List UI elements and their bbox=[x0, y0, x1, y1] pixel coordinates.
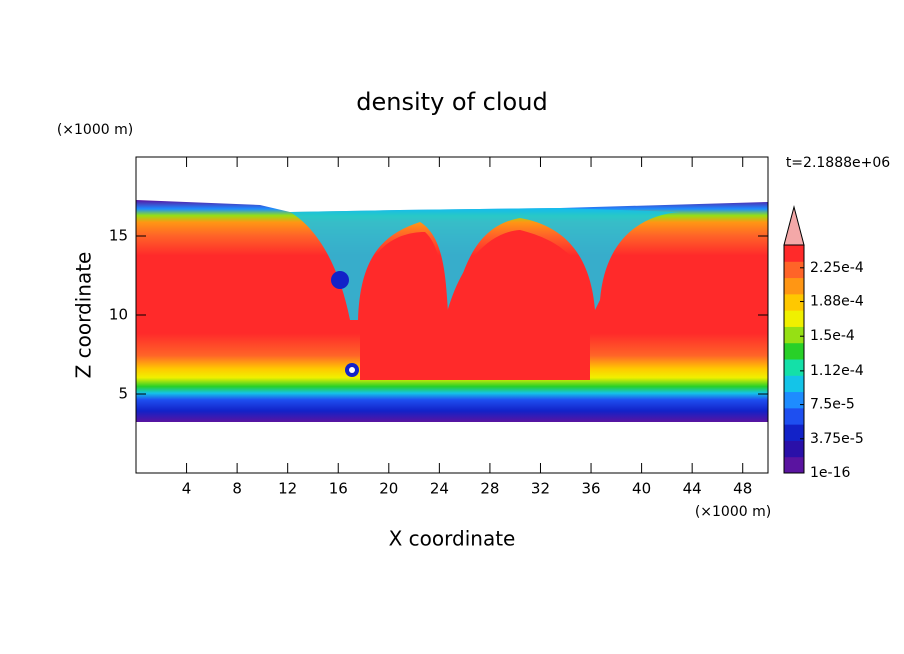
colorbar-over bbox=[783, 205, 805, 246]
x-tick-label: 8 bbox=[232, 480, 242, 498]
y-axis-label: Z coordinate bbox=[72, 252, 96, 379]
y-tick-label: 15 bbox=[109, 227, 128, 245]
x-tick-label: 16 bbox=[329, 480, 348, 498]
field bbox=[136, 200, 768, 422]
x-tick-label: 36 bbox=[581, 480, 600, 498]
colorbar-tick-label: 1e-16 bbox=[810, 465, 850, 481]
x-tick-label: 12 bbox=[278, 480, 297, 498]
colorbar-band bbox=[784, 424, 804, 441]
y-tick-label: 5 bbox=[118, 385, 128, 403]
x-tick-label: 48 bbox=[733, 480, 752, 498]
colorbar-tick-label: 1.88e-4 bbox=[810, 294, 864, 310]
chart-title: density of cloud bbox=[356, 88, 547, 116]
colorbar-band bbox=[784, 391, 804, 409]
x-tick-label: 24 bbox=[430, 480, 449, 498]
x-axis-label: X coordinate bbox=[389, 527, 516, 551]
colorbar-band bbox=[784, 407, 804, 425]
colorbar-band bbox=[784, 277, 804, 295]
y-tick-label: 10 bbox=[109, 306, 128, 324]
colorbar-band bbox=[784, 261, 804, 279]
y-unit: (×1000 m) bbox=[57, 122, 133, 138]
colorbar-band bbox=[784, 359, 804, 376]
colorbar-band bbox=[784, 440, 804, 458]
colorbar-band bbox=[784, 293, 804, 311]
colorbar-band bbox=[784, 342, 804, 360]
annotation: t=2.1888e+06 bbox=[786, 155, 890, 171]
x-tick-label: 44 bbox=[683, 480, 702, 498]
colorbar-frame bbox=[783, 244, 805, 474]
colorbar-band bbox=[784, 375, 804, 393]
x-unit: (×1000 m) bbox=[695, 504, 771, 520]
colorbar-tick-label: 1.5e-4 bbox=[810, 328, 855, 344]
colorbar-tick-label: 1.12e-4 bbox=[810, 363, 864, 379]
x-tick-label: 40 bbox=[632, 480, 651, 498]
colorbar-band bbox=[784, 326, 804, 344]
x-tick-label: 32 bbox=[531, 480, 550, 498]
x-tick-label: 4 bbox=[182, 480, 192, 498]
colorbar-band bbox=[784, 245, 804, 262]
colorbar-tick-label: 7.5e-5 bbox=[810, 397, 855, 413]
x-tick-label: 20 bbox=[379, 480, 398, 498]
x-tick-label: 28 bbox=[480, 480, 499, 498]
colorbar-band bbox=[784, 456, 804, 474]
colorbar-tick-label: 2.25e-4 bbox=[810, 260, 864, 276]
colorbar-tick-label: 3.75e-5 bbox=[810, 431, 864, 447]
colorbar-band bbox=[784, 310, 804, 327]
